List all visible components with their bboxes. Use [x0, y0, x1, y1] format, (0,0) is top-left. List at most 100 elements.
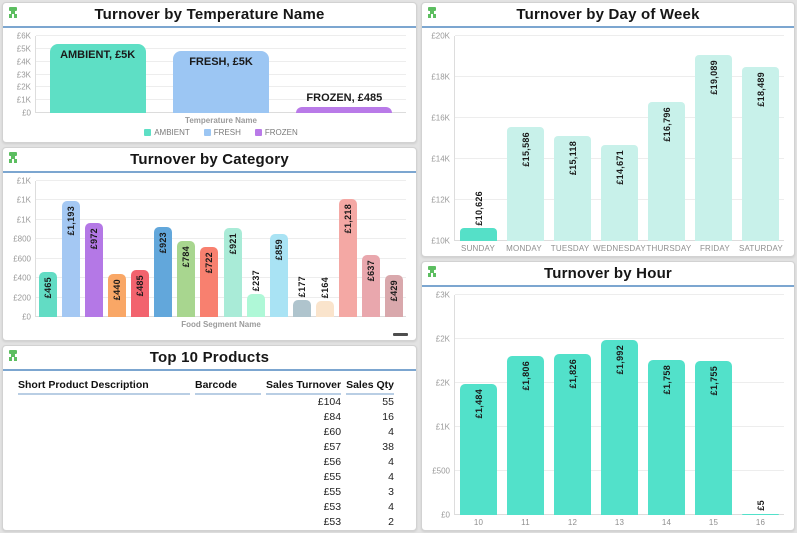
bar-slot: £465 — [36, 181, 59, 317]
legend-item[interactable]: FROZEN — [254, 128, 298, 137]
bar[interactable]: £5 — [741, 500, 780, 515]
bar-data-label: FROZEN, £485 — [306, 91, 383, 104]
y-tick-label: £2K — [435, 378, 450, 388]
y-tick-label: £1K — [16, 195, 31, 205]
table-cell: 4 — [388, 471, 394, 483]
bar[interactable]: £1,193 — [61, 201, 80, 317]
table-cell: £55 — [323, 486, 342, 498]
bar[interactable]: £465 — [38, 271, 57, 317]
table-cell — [195, 515, 261, 530]
bar-data-label: £1,758 — [661, 365, 672, 395]
bar[interactable]: £440 — [107, 274, 126, 317]
bar[interactable]: £1,758 — [647, 360, 686, 515]
bar[interactable]: £1,826 — [553, 354, 592, 515]
legend-label: FROZEN — [264, 128, 298, 137]
table-row: £53 4 — [18, 500, 394, 515]
panel-header: Turnover by Day of Week — [422, 3, 794, 28]
chart-legend: AMBIENT FRESH FROZEN — [7, 128, 406, 137]
h-scrollbar-thumb[interactable] — [393, 333, 408, 336]
bar[interactable]: FROZEN, £485 — [296, 92, 393, 113]
panel-title: Turnover by Temperature Name — [94, 6, 325, 23]
bar[interactable]: £485 — [131, 269, 150, 317]
bar-slot: £1,755 — [690, 295, 737, 515]
bar-data-label: FRESH, £5K — [189, 56, 253, 69]
bar-label-wrap: £18,489 — [756, 72, 766, 107]
bar[interactable]: £15,118 — [554, 136, 591, 241]
bar[interactable]: £923 — [154, 227, 173, 317]
products-table-head: Short Product Description Barcode Sales Tu… — [18, 377, 394, 395]
bar-slot: £1,992 — [596, 295, 643, 515]
bar[interactable]: £859 — [269, 233, 288, 317]
bar[interactable]: FRESH, £5K — [172, 51, 270, 113]
bar-data-label: £1,755 — [708, 365, 719, 395]
bar[interactable]: £16,796 — [648, 101, 685, 241]
table-cell: £104 — [317, 396, 342, 408]
gridline — [455, 117, 784, 118]
x-category-label: SUNDAY — [461, 244, 495, 253]
bar[interactable]: £14,671 — [601, 145, 638, 241]
table-cell — [195, 470, 261, 485]
bar-slot: £784 — [175, 181, 198, 317]
bar[interactable]: £1,484 — [459, 384, 498, 515]
bar[interactable]: £1,992 — [600, 339, 639, 515]
bar[interactable]: £722 — [200, 246, 219, 317]
bar-slot: £19,089 — [690, 36, 737, 241]
column-header[interactable]: Short Product Description — [18, 377, 190, 395]
panel-header: Turnover by Temperature Name — [3, 3, 416, 28]
bar[interactable]: £784 — [177, 240, 196, 317]
bar[interactable]: £19,089 — [695, 54, 732, 241]
table-cell: 38 — [382, 441, 394, 453]
x-category-label: MONDAY — [506, 244, 542, 253]
legend-item[interactable]: FRESH — [203, 128, 241, 137]
bar-data-label: £19,089 — [708, 59, 719, 95]
bar-data-label: £177 — [296, 275, 307, 297]
bar-label-wrap: £722 — [204, 252, 214, 273]
bar[interactable]: £177 — [292, 276, 311, 317]
bar-label-wrap: £15,118 — [568, 141, 578, 175]
bar-slot: £177 — [290, 181, 313, 317]
bar[interactable]: AMBIENT, £5K — [49, 43, 146, 113]
table-cell — [195, 410, 261, 425]
bar[interactable]: £164 — [316, 277, 335, 317]
bar-label-wrap: FRESH, £5K — [189, 56, 253, 68]
gridline — [36, 238, 406, 240]
bar[interactable]: £429 — [385, 275, 404, 317]
bar[interactable]: £15,586 — [507, 126, 544, 241]
bar[interactable]: £921 — [223, 227, 242, 317]
table-cell: 3 — [388, 486, 394, 498]
bar-slot: £1,826 — [549, 295, 596, 515]
bar-data-label: £1,826 — [567, 359, 578, 389]
bar[interactable]: £637 — [362, 255, 381, 317]
bar[interactable]: £1,806 — [506, 356, 545, 515]
bar-label-wrap: £1,484 — [474, 389, 484, 418]
column-header[interactable]: Sales Turnover — [266, 377, 342, 395]
bar-label-wrap: £1,218 — [343, 204, 353, 233]
column-header[interactable]: Barcode — [195, 377, 261, 395]
legend-swatch — [144, 129, 152, 136]
bar-slot: £10,626 — [455, 36, 502, 241]
bar-slot: £923 — [152, 181, 175, 317]
bar[interactable]: £237 — [246, 270, 265, 317]
column-header[interactable]: Sales Qty — [346, 377, 394, 395]
bar[interactable]: £1,755 — [694, 360, 733, 515]
table-cell: £53 — [323, 516, 342, 528]
table-cell: £53 — [323, 501, 342, 513]
legend-item[interactable]: AMBIENT — [144, 128, 190, 137]
table-row: £84 16 — [18, 410, 394, 425]
bar-slot: £440 — [105, 181, 128, 317]
bar[interactable]: £18,489 — [742, 66, 779, 241]
plot-area: £1,484 £1,806 £1,826 £1,992 £1,758 £1,755 £5 — [454, 294, 784, 515]
y-axis: £0 £200 £400 £600 £800 £1K £1K £1K — [7, 177, 35, 322]
bar-slot: £972 — [82, 181, 105, 317]
table-cell — [195, 440, 261, 455]
gridline — [455, 294, 784, 295]
bar[interactable]: £10,626 — [460, 191, 497, 241]
y-tick-label: £400 — [13, 273, 31, 283]
widget-status-icon — [427, 266, 437, 277]
bar[interactable]: £1,218 — [339, 198, 358, 317]
gridline — [36, 218, 406, 220]
bar-label-wrap: £16,796 — [662, 107, 672, 142]
bar-label-wrap: £465 — [43, 277, 53, 298]
legend-swatch — [254, 129, 262, 136]
bar[interactable]: £972 — [84, 222, 103, 317]
